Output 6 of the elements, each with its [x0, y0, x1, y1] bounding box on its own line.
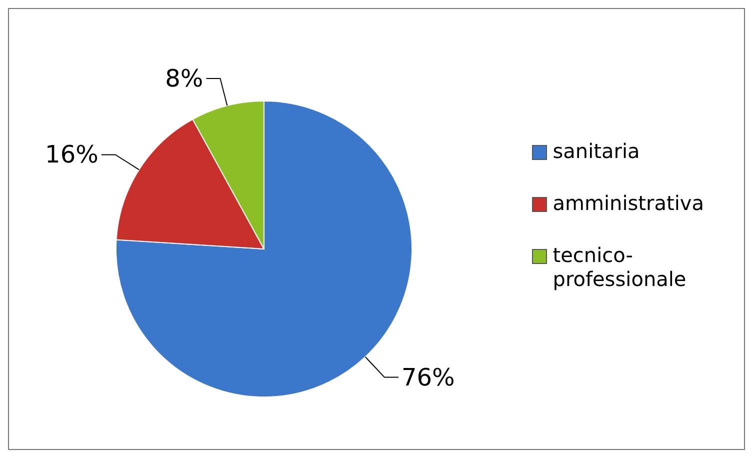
legend-label: tecnico-professionale: [552, 243, 686, 291]
data-label: 76%: [401, 363, 455, 392]
data-label: 16%: [45, 140, 98, 169]
legend-label: amministrativa: [552, 191, 704, 215]
legend-label: sanitaria: [552, 139, 640, 163]
data-label: 8%: [165, 64, 204, 93]
